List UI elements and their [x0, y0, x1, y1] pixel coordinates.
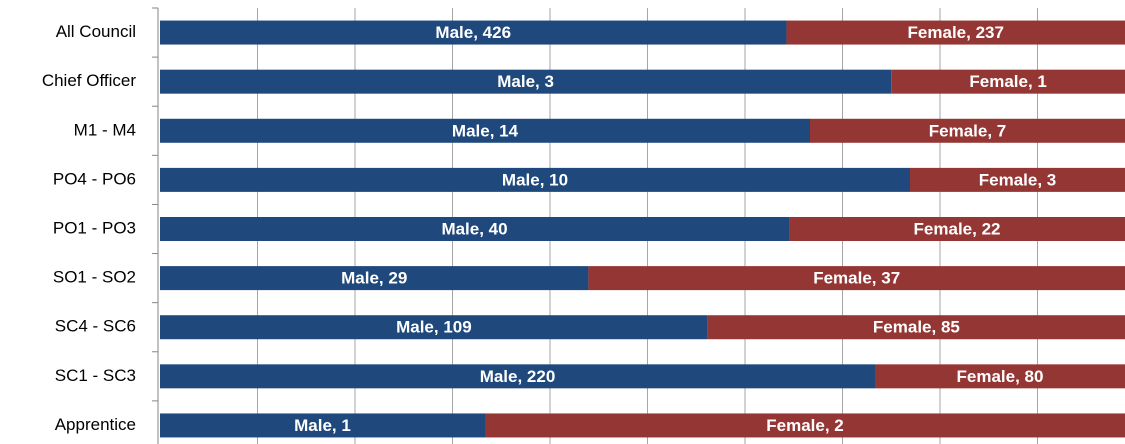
bar-segment [160, 217, 790, 241]
data-label: Female, 7 [929, 121, 1007, 140]
data-label: Female, 22 [914, 219, 1001, 238]
bar-segment [891, 69, 1125, 94]
bar-segment [707, 315, 1125, 340]
y-tick-label: PO4 - PO6 [53, 169, 136, 188]
y-tick-label: Apprentice [55, 415, 136, 434]
data-label: Male, 3 [497, 72, 554, 91]
data-label: Male, 426 [435, 23, 511, 42]
data-label: Male, 220 [480, 367, 556, 386]
bar-segment [160, 118, 810, 143]
data-label: Male, 10 [502, 170, 568, 189]
bar-segment [160, 315, 708, 340]
y-tick-label: PO1 - PO3 [53, 218, 136, 237]
y-tick-label: Chief Officer [42, 71, 137, 90]
data-label: Male, 109 [396, 318, 472, 337]
y-tick-label: SC4 - SC6 [55, 317, 136, 336]
data-label: Female, 85 [873, 318, 960, 337]
y-tick-label: All Council [56, 22, 136, 41]
data-label: Male, 29 [341, 269, 407, 288]
y-tick-label: M1 - M4 [74, 120, 136, 139]
bar-segment [810, 118, 1125, 143]
bar-segment [160, 20, 787, 45]
data-label: Male, 40 [441, 219, 507, 238]
bar-segment [875, 364, 1125, 389]
bar-segment [786, 20, 1125, 45]
bar-segment [588, 266, 1125, 291]
data-label: Female, 80 [957, 367, 1044, 386]
bar-segment [160, 413, 485, 438]
data-label: Male, 1 [294, 416, 351, 435]
bar-segment [160, 69, 892, 94]
bar-segment [789, 217, 1125, 241]
bar-segment [485, 413, 1125, 438]
data-label: Female, 1 [969, 72, 1047, 91]
y-tick-label: SO1 - SO2 [53, 268, 136, 287]
bar-segment [160, 266, 589, 291]
data-label: Male, 14 [452, 121, 519, 140]
bar-segment [160, 167, 910, 192]
data-label: Female, 237 [908, 23, 1004, 42]
bar-segment [160, 364, 875, 389]
data-label: Female, 37 [813, 269, 900, 288]
y-tick-label: SC1 - SC3 [55, 366, 136, 385]
data-label: Female, 2 [766, 416, 844, 435]
data-label: Female, 3 [979, 170, 1057, 189]
bar-segment [910, 167, 1125, 192]
